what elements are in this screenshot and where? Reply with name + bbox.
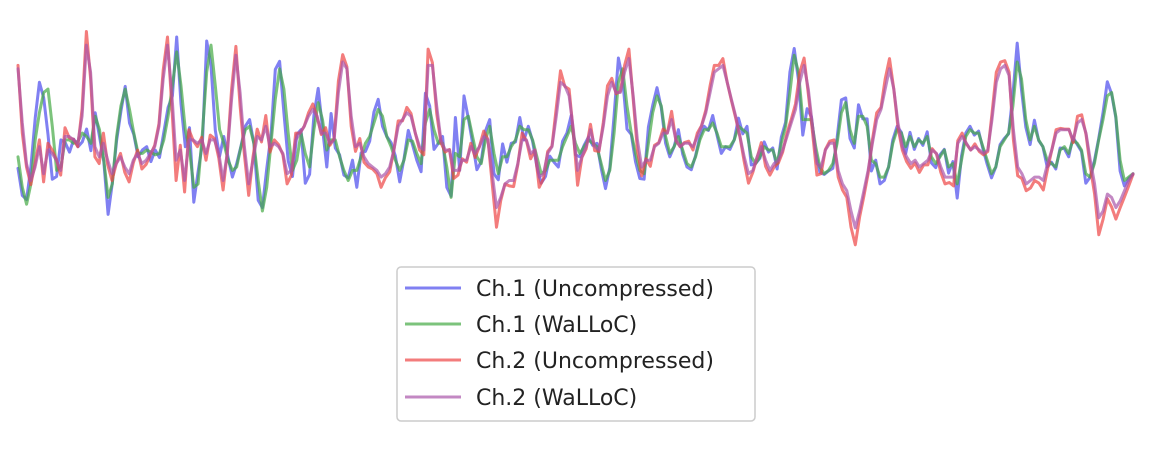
legend-label-ch2-walloc: Ch.2 (WaLLoC)	[476, 386, 637, 411]
plot-area	[16, 30, 1135, 247]
legend: Ch.1 (Uncompressed) Ch.1 (WaLLoC) Ch.2 (…	[396, 266, 756, 422]
legend-label-ch2-uncompressed: Ch.2 (Uncompressed)	[476, 349, 714, 374]
legend-item-ch1-walloc: Ch.1 (WaLLoC)	[405, 313, 637, 338]
series-line-ch-2-walloc	[16, 43, 1135, 230]
legend-label-ch1-walloc: Ch.1 (WaLLoC)	[476, 313, 637, 338]
legend-label-ch1-uncompressed: Ch.1 (Uncompressed)	[476, 277, 714, 302]
legend-frame	[396, 266, 756, 422]
legend-item-ch2-uncompressed: Ch.2 (Uncompressed)	[405, 349, 714, 374]
legend-item-ch1-uncompressed: Ch.1 (Uncompressed)	[405, 277, 714, 302]
legend-item-ch2-walloc: Ch.2 (WaLLoC)	[405, 386, 637, 411]
